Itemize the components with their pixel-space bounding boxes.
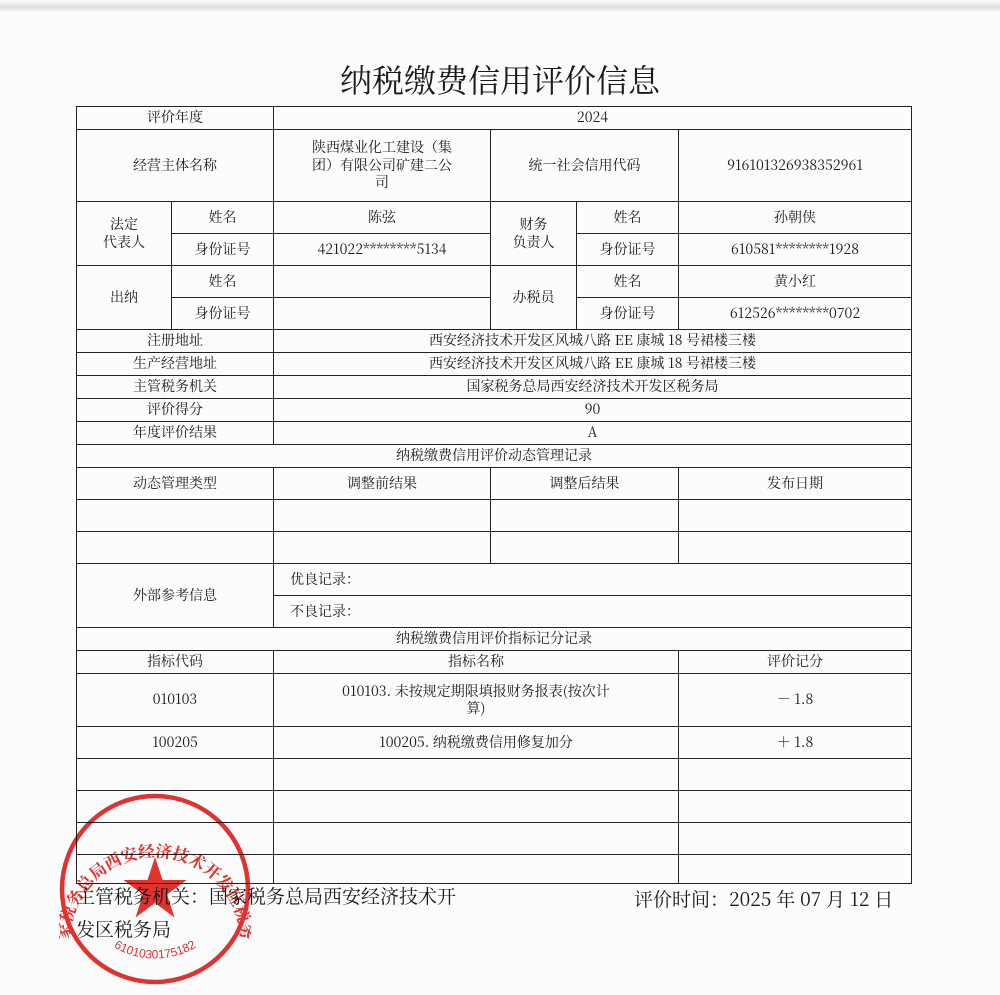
svg-text:6101030175182: 6101030175182 <box>112 937 198 961</box>
